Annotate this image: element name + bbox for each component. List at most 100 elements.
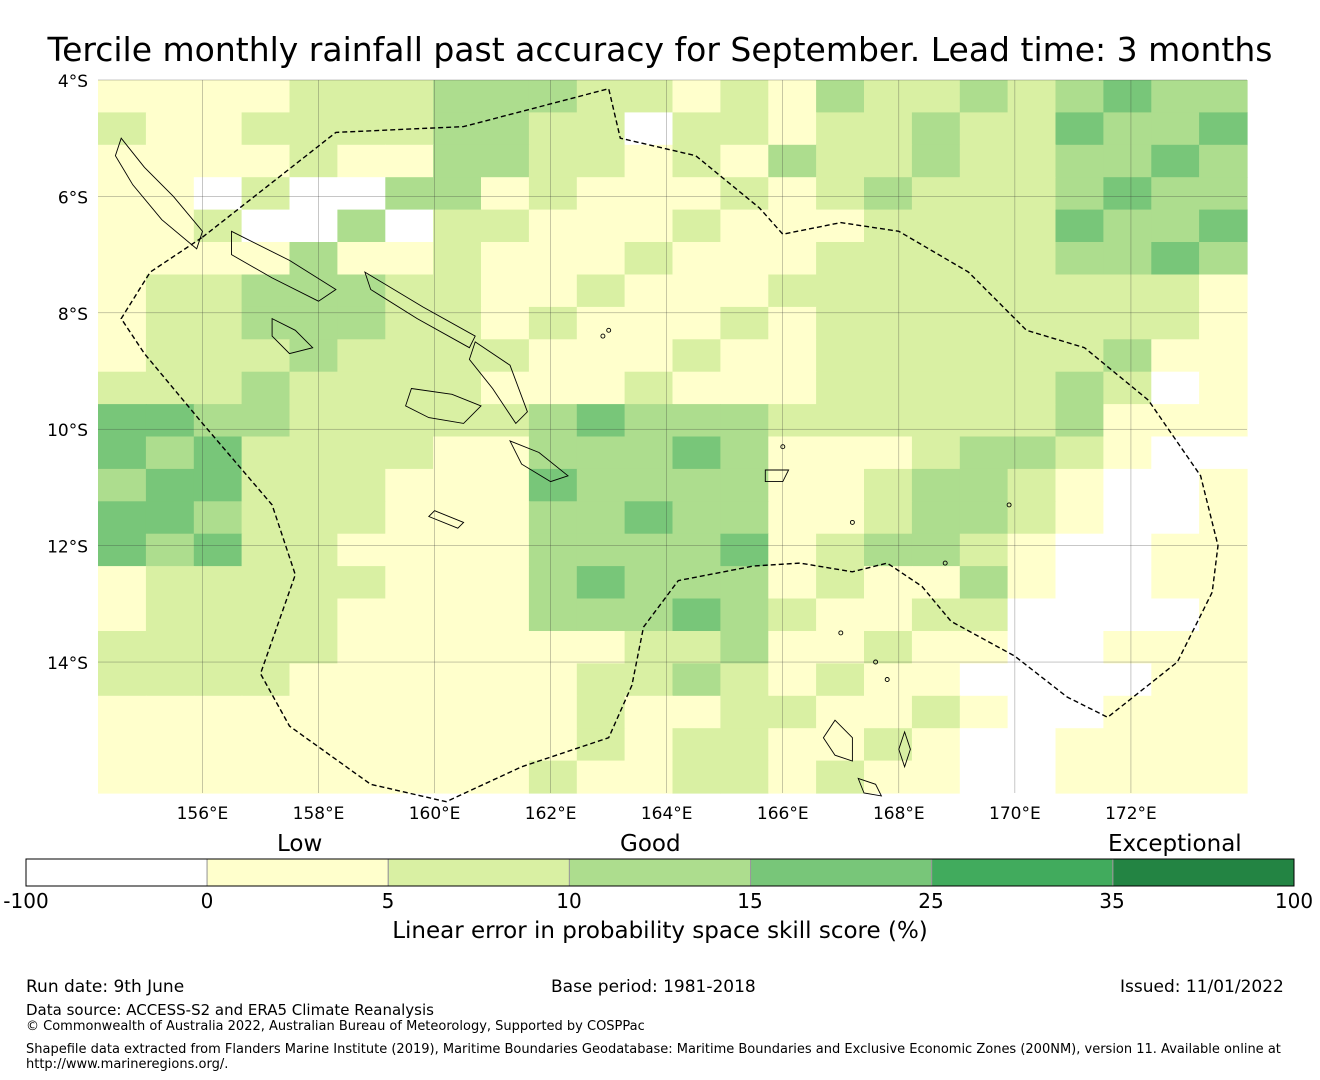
skill-cell [1151,80,1200,113]
island-outline [428,510,465,529]
skill-cell [864,598,913,632]
skill-cell [481,404,530,438]
skill-cell [576,598,626,632]
skill-cell [289,404,338,438]
skill-cell [959,339,1009,373]
skill-cell [385,80,434,113]
skill-cell [289,371,338,405]
skill-cell [193,371,243,405]
skill-cell [337,306,386,340]
skill-cell [1007,209,1057,243]
skill-cell [911,695,961,729]
skill-cell [1055,728,1104,762]
skill-cell [1007,631,1057,664]
skill-cell [1103,436,1152,470]
skill-cell [528,144,578,178]
skill-cell [337,663,386,697]
skill-cell [481,760,530,794]
skill-cell [1007,501,1057,535]
skill-cell [864,566,913,600]
skill-cell [864,306,913,340]
skill-cell [241,177,291,211]
skill-cell [1007,306,1057,340]
skill-colorbar [25,858,1295,887]
skill-cell [145,436,195,470]
skill-cell [433,404,482,438]
skill-cell [1103,631,1152,664]
skill-cell [337,501,386,535]
skill-cell [145,598,195,632]
skill-cell [720,566,769,600]
skill-cell [1007,533,1057,567]
skill-cell [768,80,817,113]
skill-cell [624,533,674,567]
skill-cell [528,242,578,275]
colorbar-tick-label: 15 [737,889,763,913]
skill-cell [337,371,386,405]
skill-cell [1007,274,1057,308]
colorbar-label-low: Low [277,831,323,857]
skill-cell [337,468,386,502]
skill-cell [864,468,913,502]
copyright: © Commonwealth of Australia 2022, Austra… [26,1019,645,1034]
skill-cell [481,598,530,632]
skill-cell [1055,80,1104,113]
skill-cell [145,728,195,762]
skill-cell [241,760,291,794]
skill-cell [720,274,769,308]
colorbar-title: Linear error in probability space skill … [392,918,928,944]
skill-cell [624,436,674,470]
skill-cell [98,371,147,405]
skill-cell [864,404,913,438]
skill-cell [289,306,338,340]
skill-cell [768,533,817,567]
skill-cell [864,80,913,113]
skill-cell [1151,468,1200,502]
skill-cell [576,144,626,178]
skill-cell [98,177,147,211]
skill-cell [1103,371,1152,405]
skill-cell [241,371,291,405]
skill-cell [289,695,338,729]
skill-cell [98,695,147,729]
skill-cell [768,663,817,697]
skill-cell [720,306,769,340]
skill-cell [1199,501,1248,535]
skill-cell [385,404,434,438]
skill-cell [1007,404,1057,438]
skill-cell [481,274,530,308]
skill-cell [720,209,769,243]
skill-cell [337,404,386,438]
skill-cell [1151,728,1200,762]
skill-cell [528,339,578,373]
skill-cell [864,209,913,243]
skill-cell [145,404,195,438]
skill-cell [864,436,913,470]
skill-cell [528,598,578,632]
skill-cell [768,404,817,438]
skill-cell [576,339,626,373]
skill-cell [1199,339,1248,373]
island-outline [509,440,569,483]
skill-cell [1055,760,1104,794]
skill-cell [98,144,147,178]
skill-cell [289,80,338,113]
skill-cell [241,663,291,697]
skill-cell [672,274,721,308]
skill-cell [1103,533,1152,567]
skill-cell [959,566,1009,600]
skill-cell [433,598,482,632]
skill-cell [385,598,434,632]
skill-cell [816,501,865,535]
island-outline [764,469,790,483]
skill-cell [145,112,195,146]
skill-cell [193,501,243,535]
skill-cell [672,566,721,600]
skill-cell [337,112,386,146]
skill-cell [241,242,291,275]
skill-cell [193,404,243,438]
latitude-label: 12°S [47,538,88,558]
skill-cell [911,339,961,373]
skill-cell [98,663,147,697]
skill-cell [193,339,243,373]
